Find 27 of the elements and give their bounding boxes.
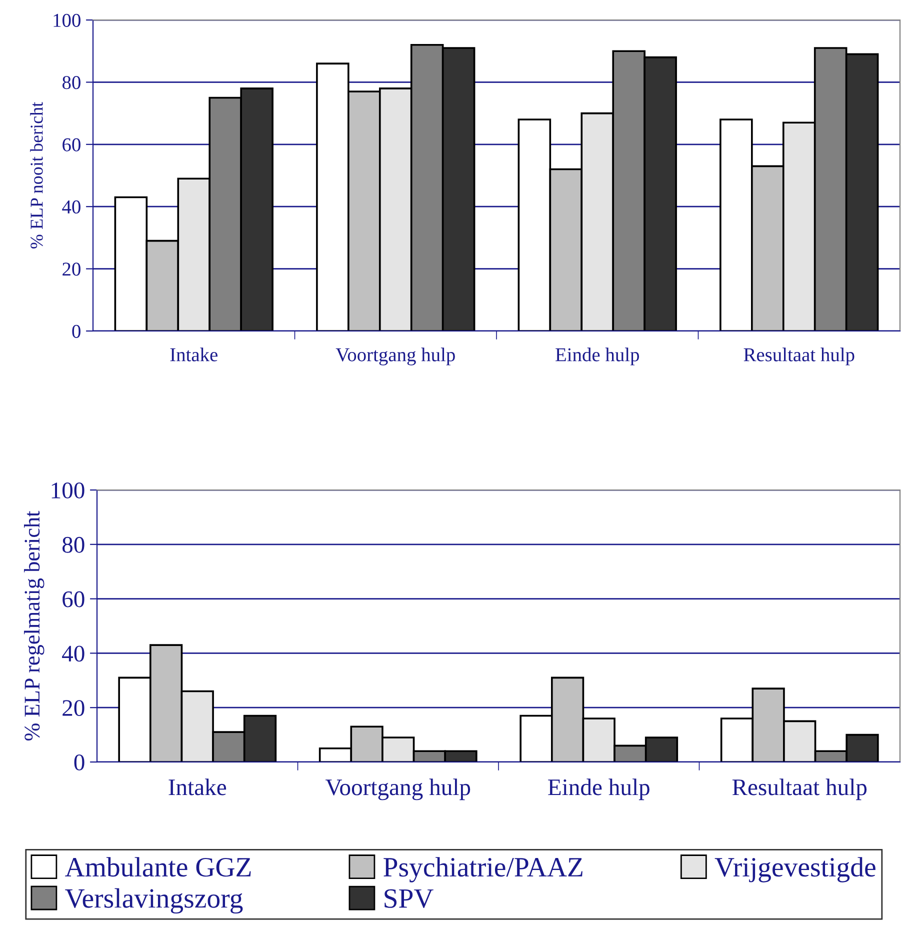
legend-label: Ambulante GGZ [65,857,251,877]
x-tick-label: Voortgang hulp [325,778,470,800]
y-tick-label: 20 [62,700,84,716]
x-tick-label: Intake [170,348,218,362]
legend-label: Psychiatrie/PAAZ [384,857,582,882]
y-tick-label: 0 [72,324,80,338]
y-tick-label: 40 [62,646,84,662]
x-tick-label: Voortgang hulp [336,348,455,366]
y-tick-label: 60 [62,591,84,608]
x-tick-label: Resultaat hulp [744,348,854,366]
legend-label: SPV [384,889,434,908]
legend-label: Vrijgevestigde [714,857,876,882]
legend-label: Verslavingszorg [65,888,243,914]
y-tick-label: 20 [62,262,80,276]
x-tick-label: Resultaat hulp [732,778,867,800]
y-tick-label: 40 [62,200,80,214]
y-axis-title: % ELP nooit bericht [30,102,43,249]
y-tick-label: 100 [52,482,84,498]
y-tick-label: 80 [62,536,84,553]
y-tick-label: 0 [74,754,84,770]
y-tick-label: 100 [54,14,80,27]
y-tick-label: 80 [62,76,80,90]
y-tick-label: 60 [62,138,80,152]
y-axis-title: % ELP regelmatig bericht [24,510,44,741]
x-tick-label: Einde hulp [548,778,650,800]
x-tick-label: Einde hulp [556,348,640,366]
x-tick-label: Intake [168,778,226,796]
